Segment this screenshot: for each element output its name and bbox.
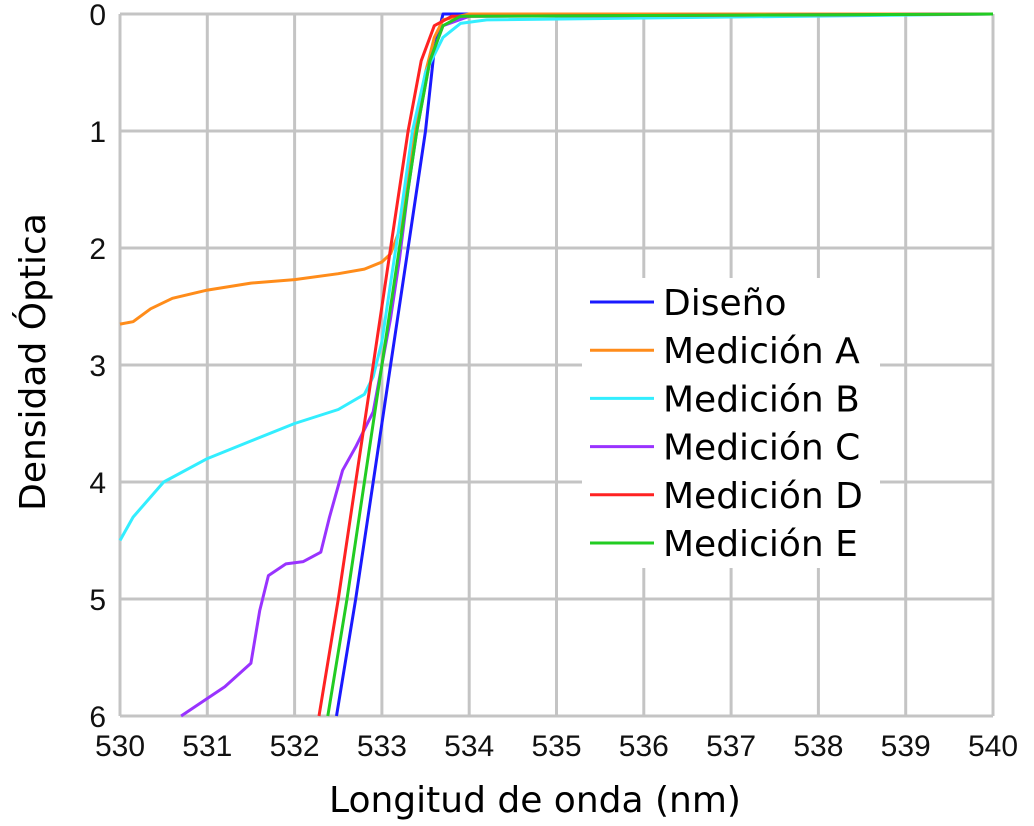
y-tick-label: 4	[89, 467, 106, 500]
y-tick-label: 0	[89, 0, 106, 32]
series-lines	[118, 12, 994, 718]
tick-labels: 530 531 532 533 534 535 536 537 538 539 540 0 1 2 3 4 5 6	[89, 0, 1018, 763]
x-tick-label: 532	[270, 730, 320, 763]
x-tick-label: 531	[182, 730, 232, 763]
legend-label: Medición C	[663, 428, 860, 469]
legend-label: Medición B	[663, 379, 860, 420]
series-line	[326, 12, 994, 717]
legend-label: Medición E	[663, 524, 858, 565]
series-line	[118, 12, 994, 542]
x-tick-label: 536	[619, 730, 669, 763]
x-tick-label: 537	[706, 730, 756, 763]
x-tick-label: 540	[968, 730, 1018, 763]
x-tick-label: 530	[95, 730, 145, 763]
y-tick-label: 6	[89, 701, 106, 734]
y-tick-label: 2	[89, 233, 106, 266]
x-tick-label: 533	[357, 730, 407, 763]
legend-box	[582, 278, 880, 568]
legend-label: Medición D	[663, 476, 863, 517]
series-line	[119, 12, 993, 326]
y-tick-label: 3	[89, 350, 106, 383]
y-tick-label: 1	[89, 116, 106, 149]
y-tick-label: 5	[89, 584, 106, 617]
legend-label: Diseño	[663, 283, 786, 324]
legend-label: Medición A	[663, 331, 860, 372]
x-tick-label: 535	[531, 730, 581, 763]
legend: Diseño Medición A Medición B Medición C Medi…	[582, 278, 880, 568]
x-tick-label: 534	[444, 730, 494, 763]
y-axis-label: Densidad Óptica	[12, 213, 54, 511]
grid	[118, 12, 995, 718]
x-tick-label: 538	[793, 730, 843, 763]
series-line	[317, 12, 994, 717]
x-tick-label: 539	[881, 730, 931, 763]
x-axis-label: Longitud de onda (nm)	[329, 780, 741, 821]
